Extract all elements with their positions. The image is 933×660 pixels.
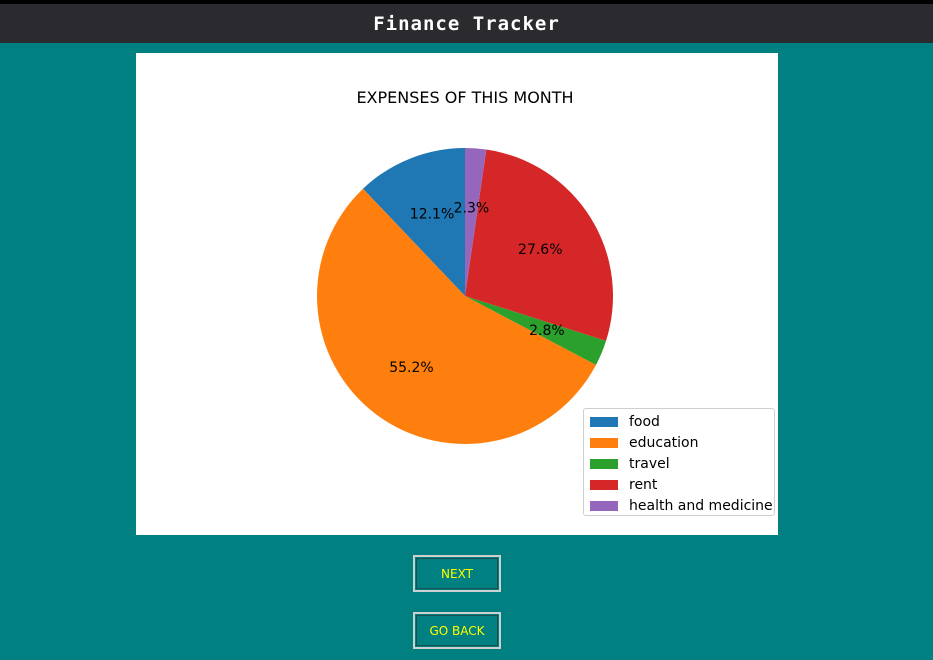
chart-panel: EXPENSES OF THIS MONTH 12.1% 55.2% 2.8% 27.… bbox=[136, 53, 778, 535]
legend-label: rent bbox=[629, 476, 658, 493]
legend-label: education bbox=[629, 434, 699, 451]
slice-label-education: 55.2% bbox=[389, 360, 433, 376]
app-title: Finance Tracker bbox=[373, 12, 560, 35]
pie-chart: EXPENSES OF THIS MONTH 12.1% 55.2% 2.8% 27.… bbox=[317, 88, 613, 444]
slice-label-food: 12.1% bbox=[410, 207, 454, 223]
legend-item-education: education bbox=[590, 432, 774, 453]
legend-label: food bbox=[629, 413, 660, 430]
legend-swatch bbox=[590, 437, 618, 448]
legend-swatch bbox=[590, 500, 618, 511]
legend-label: health and medicine bbox=[629, 497, 773, 514]
legend-item-rent: rent bbox=[590, 474, 774, 495]
pie-slice-food bbox=[363, 148, 465, 296]
slice-label-health-and-medicine: 2.3% bbox=[454, 200, 490, 216]
pie-slice-health-and-medicine bbox=[465, 148, 487, 296]
app-title-bar: Finance Tracker bbox=[0, 0, 933, 43]
next-button[interactable]: NEXT bbox=[413, 555, 501, 592]
chart-legend: food education travel rent health and medici… bbox=[583, 408, 775, 516]
legend-label: travel bbox=[629, 455, 670, 472]
slice-label-travel: 2.8% bbox=[529, 323, 565, 339]
pie-slice-education bbox=[317, 188, 597, 444]
legend-swatch bbox=[590, 479, 618, 490]
legend-item-health-and-medicine: health and medicine bbox=[590, 495, 774, 516]
legend-item-food: food bbox=[590, 411, 774, 432]
legend-swatch bbox=[590, 458, 618, 469]
legend-item-travel: travel bbox=[590, 453, 774, 474]
pie-slice-rent bbox=[465, 149, 613, 341]
legend-swatch bbox=[590, 416, 618, 427]
chart-title: EXPENSES OF THIS MONTH bbox=[356, 88, 573, 107]
go-back-button[interactable]: GO BACK bbox=[413, 612, 501, 649]
slice-label-rent: 27.6% bbox=[518, 242, 562, 258]
pie-slice-travel bbox=[465, 296, 607, 365]
